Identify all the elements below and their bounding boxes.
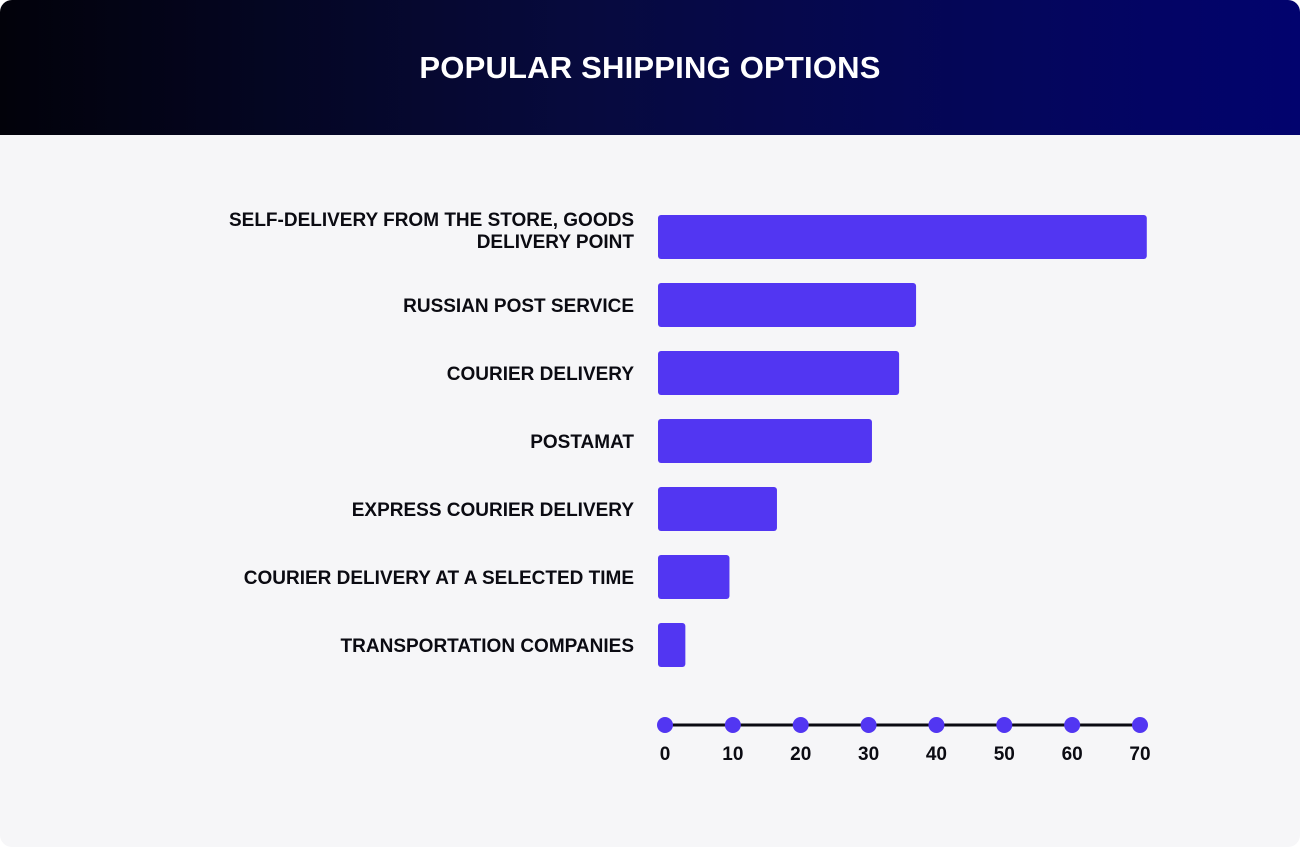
category-label-postamat: POSTAMAT: [530, 432, 634, 453]
bar-express-courier-delivery: [658, 487, 777, 531]
x-tick-marker-60: [1064, 717, 1081, 733]
category-label-self-delivery-from-the-store-goods-delivery-point: SELF-DELIVERY FROM THE STORE, GOODS DELIV…: [229, 210, 634, 253]
category-labels: SELF-DELIVERY FROM THE STORE, GOODS DELIV…: [229, 210, 634, 657]
x-tick-marker-30: [860, 717, 877, 733]
x-tick-marker-10: [724, 717, 741, 733]
x-tick-marker-20: [792, 717, 809, 733]
category-label-russian-post-service: RUSSIAN POST SERVICE: [403, 296, 634, 317]
x-tick-label-30: 30: [858, 744, 879, 765]
bar-courier-delivery: [658, 351, 900, 395]
bar-transportation-companies: [658, 623, 686, 667]
category-label-express-courier-delivery: EXPRESS COURIER DELIVERY: [352, 500, 635, 521]
chart-header: POPULAR SHIPPING OPTIONS: [0, 0, 1300, 135]
category-label-transportation-companies: TRANSPORTATION COMPANIES: [341, 636, 634, 657]
x-tick-label-20: 20: [790, 744, 811, 765]
x-tick-label-0: 0: [660, 744, 671, 765]
bar-russian-post-service: [658, 283, 917, 327]
x-tick-marker-0: [657, 717, 673, 733]
x-tick-label-50: 50: [994, 744, 1015, 765]
x-tick-label-70: 70: [1129, 744, 1150, 765]
x-tick-marker-40: [928, 717, 945, 733]
x-tick-marker-50: [996, 717, 1013, 733]
bar-courier-delivery-at-a-selected-time: [658, 555, 730, 599]
chart-title: POPULAR SHIPPING OPTIONS: [419, 50, 881, 85]
category-label-courier-delivery-at-a-selected-time: COURIER DELIVERY AT A SELECTED TIME: [244, 568, 634, 589]
x-tick-marker-70: [1132, 717, 1148, 733]
category-label-courier-delivery: COURIER DELIVERY: [447, 364, 635, 385]
bar-self-delivery-from-the-store-goods-delivery-point: [658, 215, 1147, 259]
x-axis: 0 10 20 30 40 50 60 70: [657, 717, 1151, 765]
x-tick-label-60: 60: [1062, 744, 1083, 765]
bar-postamat: [658, 419, 872, 463]
x-tick-label-40: 40: [926, 744, 947, 765]
x-tick-label-10: 10: [722, 744, 743, 765]
bars-group: [658, 215, 1147, 667]
